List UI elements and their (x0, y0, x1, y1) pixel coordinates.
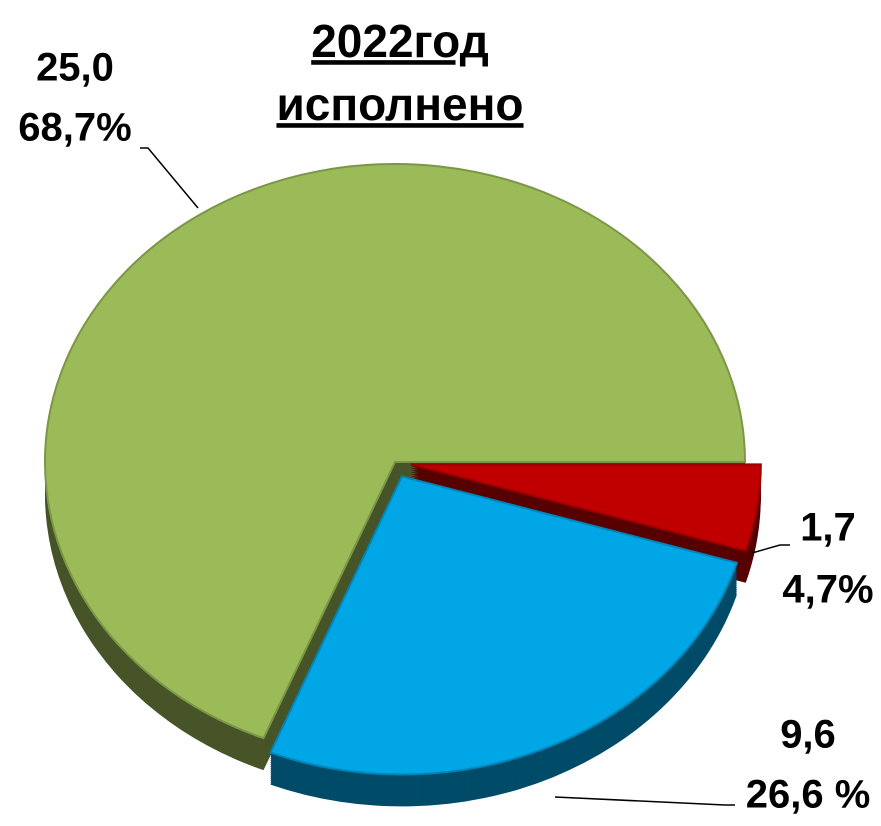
percent-label: 26,6 % (746, 773, 871, 817)
slice (44, 163, 747, 740)
percent-label: 4,7% (782, 568, 873, 612)
chart-title: исполнено (276, 78, 523, 130)
leader-line (554, 796, 735, 806)
value-label: 1,7 (800, 506, 856, 550)
slice (410, 463, 762, 552)
value-label: 9,6 (780, 713, 836, 757)
slice (269, 475, 739, 776)
value-label: 25,0 (36, 46, 114, 90)
pie (44, 163, 762, 807)
leader-line (140, 147, 199, 209)
chart-title: 2022год (311, 15, 489, 67)
percent-label: 68,7% (18, 106, 131, 150)
leader-line (751, 544, 790, 554)
